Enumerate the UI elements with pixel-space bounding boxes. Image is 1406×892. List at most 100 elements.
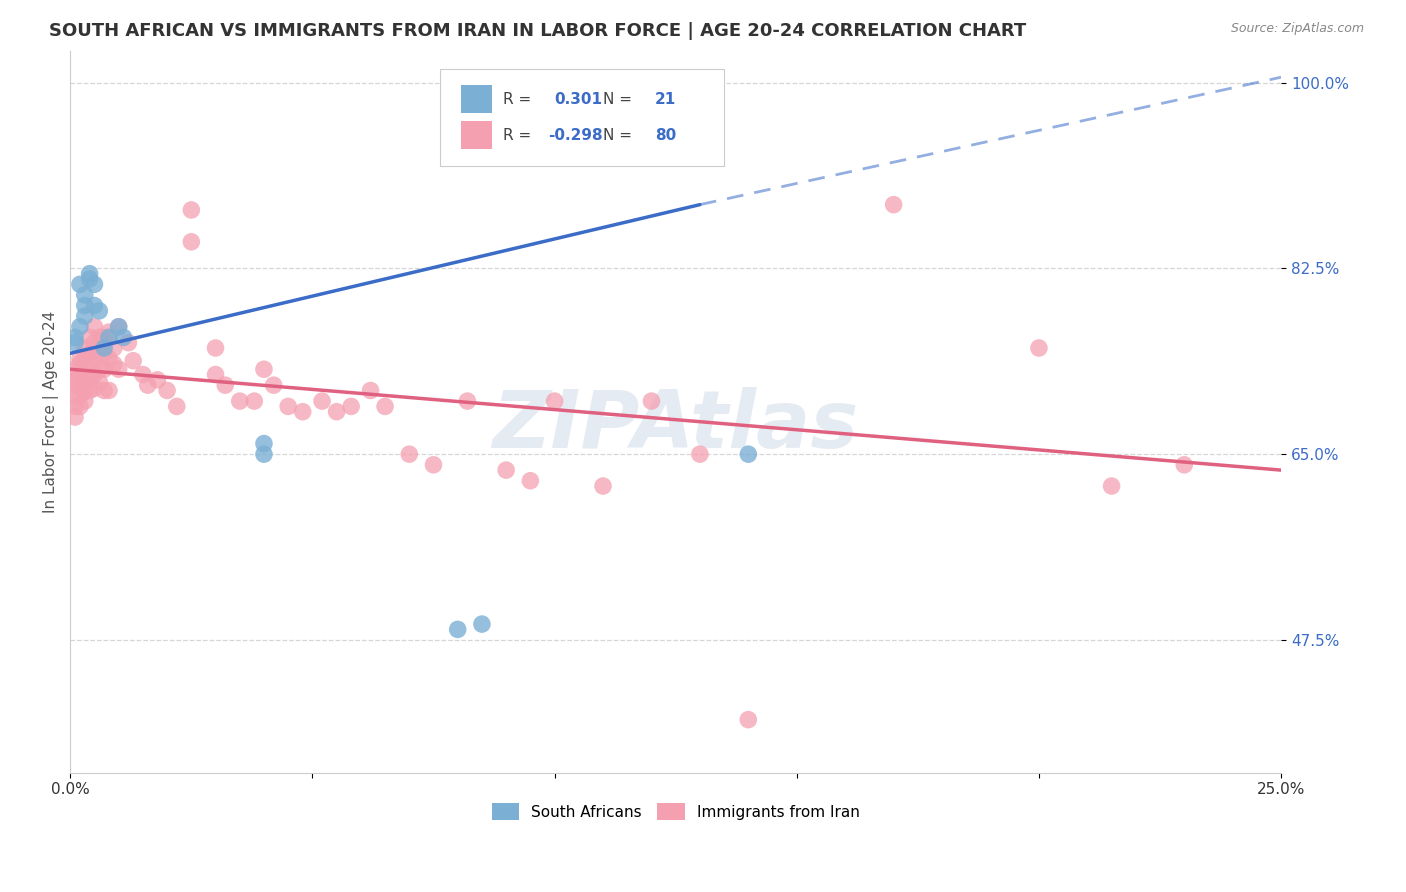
Point bbox=[79, 384, 101, 398]
Point bbox=[83, 381, 105, 395]
Point bbox=[63, 330, 86, 344]
Point bbox=[79, 346, 101, 360]
Point bbox=[83, 299, 105, 313]
Text: 80: 80 bbox=[655, 128, 676, 143]
Point bbox=[263, 378, 285, 392]
Point bbox=[180, 202, 202, 217]
Point bbox=[180, 235, 202, 249]
Point bbox=[107, 362, 129, 376]
Point bbox=[63, 362, 86, 376]
Point bbox=[204, 368, 226, 382]
Point bbox=[422, 458, 444, 472]
Point bbox=[883, 197, 905, 211]
Point bbox=[495, 463, 517, 477]
Point bbox=[243, 394, 266, 409]
Point bbox=[83, 319, 105, 334]
Point bbox=[543, 394, 565, 409]
Point bbox=[253, 436, 276, 450]
Point bbox=[1101, 479, 1123, 493]
Point bbox=[374, 400, 396, 414]
Text: 0.301: 0.301 bbox=[554, 92, 603, 106]
Point bbox=[73, 309, 96, 323]
Text: Source: ZipAtlas.com: Source: ZipAtlas.com bbox=[1230, 22, 1364, 36]
Point bbox=[1028, 341, 1050, 355]
Point bbox=[63, 389, 86, 403]
Point bbox=[253, 362, 276, 376]
Point bbox=[98, 351, 121, 366]
Point bbox=[69, 368, 91, 382]
Point bbox=[737, 447, 759, 461]
Point bbox=[89, 362, 111, 376]
Point bbox=[63, 400, 86, 414]
Point bbox=[640, 394, 662, 409]
Point bbox=[73, 341, 96, 355]
Point bbox=[73, 288, 96, 302]
Point bbox=[107, 319, 129, 334]
Text: R =: R = bbox=[502, 92, 536, 106]
Point bbox=[93, 346, 115, 360]
Text: N =: N = bbox=[603, 128, 637, 143]
Point bbox=[93, 341, 115, 355]
Point bbox=[456, 394, 478, 409]
Point bbox=[63, 410, 86, 425]
Point bbox=[63, 373, 86, 387]
Point bbox=[69, 351, 91, 366]
Point bbox=[253, 447, 276, 461]
Point bbox=[73, 394, 96, 409]
Point bbox=[89, 303, 111, 318]
Point bbox=[73, 299, 96, 313]
Point bbox=[89, 375, 111, 389]
Point bbox=[69, 389, 91, 403]
Point bbox=[103, 357, 125, 371]
Point bbox=[79, 373, 101, 387]
Point bbox=[519, 474, 541, 488]
Point bbox=[112, 330, 135, 344]
Point bbox=[1173, 458, 1195, 472]
Point bbox=[117, 335, 139, 350]
Legend: South Africans, Immigrants from Iran: South Africans, Immigrants from Iran bbox=[485, 797, 866, 827]
Y-axis label: In Labor Force | Age 20-24: In Labor Force | Age 20-24 bbox=[44, 310, 59, 513]
Point bbox=[122, 353, 145, 368]
Point bbox=[98, 384, 121, 398]
Text: R =: R = bbox=[502, 128, 536, 143]
Point bbox=[204, 341, 226, 355]
Point bbox=[69, 357, 91, 371]
Point bbox=[737, 713, 759, 727]
Point bbox=[689, 447, 711, 461]
Text: -0.298: -0.298 bbox=[548, 128, 603, 143]
Point bbox=[63, 335, 86, 350]
Point bbox=[79, 357, 101, 371]
Point bbox=[69, 319, 91, 334]
Point bbox=[79, 272, 101, 286]
Text: ZIPAtlas: ZIPAtlas bbox=[492, 387, 859, 465]
FancyBboxPatch shape bbox=[461, 86, 492, 112]
Point bbox=[146, 373, 169, 387]
Point bbox=[79, 330, 101, 344]
Point bbox=[360, 384, 382, 398]
Point bbox=[132, 368, 155, 382]
Point bbox=[229, 394, 252, 409]
Point bbox=[156, 384, 179, 398]
Point bbox=[103, 341, 125, 355]
Point bbox=[83, 335, 105, 350]
Point bbox=[93, 362, 115, 376]
Point bbox=[166, 400, 188, 414]
FancyBboxPatch shape bbox=[461, 121, 492, 149]
Point bbox=[93, 384, 115, 398]
Point bbox=[398, 447, 420, 461]
Point bbox=[73, 351, 96, 366]
Point bbox=[592, 479, 614, 493]
Point bbox=[83, 368, 105, 382]
Point bbox=[93, 330, 115, 344]
Text: 21: 21 bbox=[655, 92, 676, 106]
Point bbox=[89, 346, 111, 360]
Point bbox=[98, 330, 121, 344]
Point bbox=[447, 623, 470, 637]
Point bbox=[136, 378, 159, 392]
FancyBboxPatch shape bbox=[440, 69, 724, 166]
Point bbox=[107, 319, 129, 334]
Point bbox=[83, 277, 105, 292]
Point bbox=[98, 325, 121, 339]
Point bbox=[73, 384, 96, 398]
Point bbox=[214, 378, 236, 392]
